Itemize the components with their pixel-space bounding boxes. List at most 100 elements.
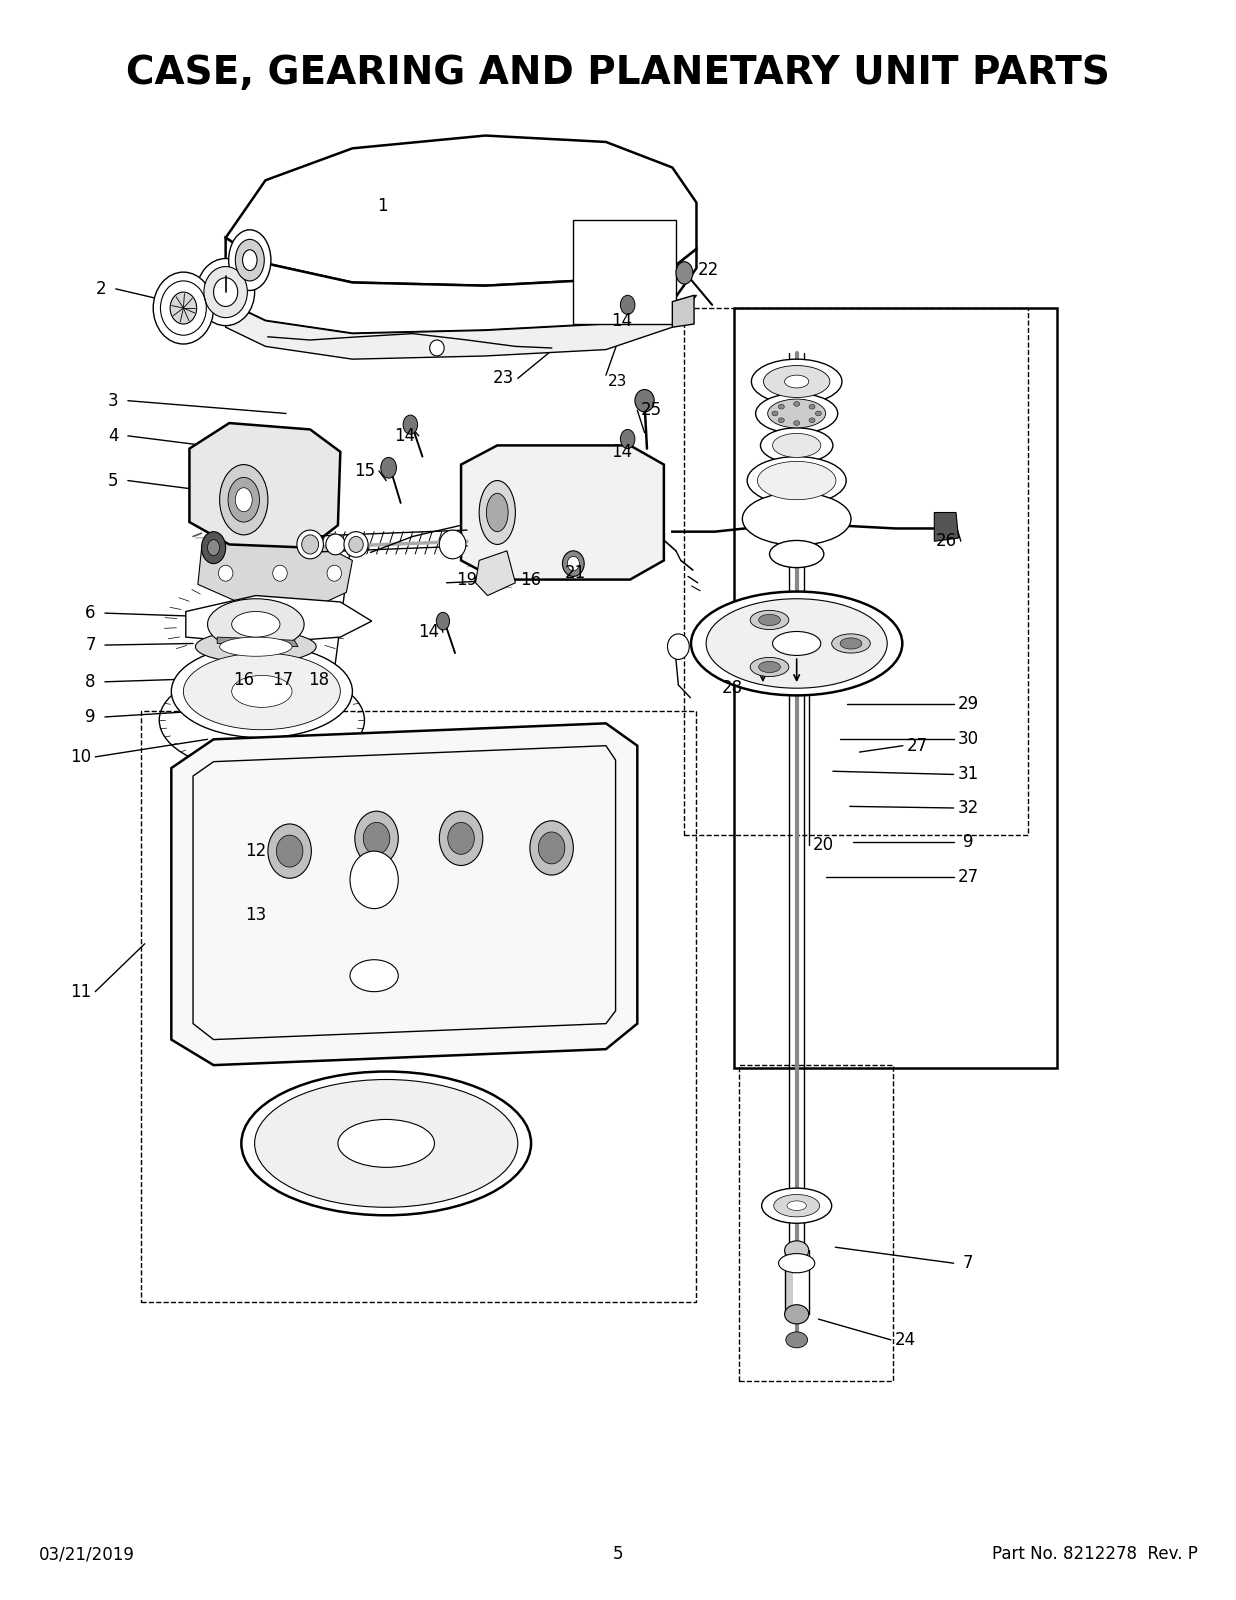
- Ellipse shape: [277, 835, 303, 867]
- Ellipse shape: [772, 632, 821, 656]
- Ellipse shape: [480, 480, 515, 544]
- Text: 7: 7: [85, 637, 95, 654]
- Text: 23: 23: [493, 370, 514, 387]
- Text: 7: 7: [963, 1254, 974, 1272]
- Ellipse shape: [439, 530, 466, 558]
- Text: 14: 14: [394, 427, 415, 445]
- Ellipse shape: [349, 536, 363, 552]
- Bar: [685, 309, 1028, 835]
- Text: 9: 9: [85, 707, 95, 726]
- Ellipse shape: [195, 630, 316, 662]
- Ellipse shape: [772, 411, 777, 416]
- Polygon shape: [189, 422, 340, 547]
- Bar: [739, 1066, 894, 1381]
- Ellipse shape: [770, 541, 824, 568]
- Text: 12: 12: [245, 842, 267, 861]
- Ellipse shape: [344, 531, 368, 557]
- Ellipse shape: [241, 1072, 531, 1216]
- Ellipse shape: [447, 822, 475, 854]
- Text: 03/21/2019: 03/21/2019: [38, 1546, 135, 1563]
- Ellipse shape: [759, 614, 780, 626]
- Text: 4: 4: [108, 427, 119, 445]
- Polygon shape: [185, 595, 372, 643]
- Ellipse shape: [772, 434, 821, 458]
- Ellipse shape: [785, 1304, 808, 1323]
- Ellipse shape: [229, 477, 260, 522]
- Ellipse shape: [242, 250, 257, 270]
- Ellipse shape: [751, 358, 842, 403]
- Ellipse shape: [539, 832, 565, 864]
- Text: 15: 15: [353, 462, 375, 480]
- Ellipse shape: [436, 613, 450, 630]
- Polygon shape: [172, 723, 638, 1066]
- Polygon shape: [934, 512, 958, 541]
- Polygon shape: [672, 296, 695, 328]
- Ellipse shape: [743, 493, 852, 546]
- Ellipse shape: [620, 429, 635, 448]
- Text: 16: 16: [234, 672, 255, 690]
- Ellipse shape: [779, 418, 785, 422]
- Ellipse shape: [328, 565, 341, 581]
- Text: 14: 14: [611, 312, 632, 330]
- Text: 31: 31: [958, 765, 979, 784]
- Bar: [574, 221, 676, 325]
- Ellipse shape: [785, 374, 808, 387]
- Ellipse shape: [759, 661, 780, 672]
- Ellipse shape: [761, 1189, 832, 1224]
- Text: 17: 17: [272, 672, 293, 690]
- Ellipse shape: [197, 259, 255, 326]
- Text: Part No. 8212278  Rev. P: Part No. 8212278 Rev. P: [991, 1546, 1198, 1563]
- Polygon shape: [226, 296, 696, 358]
- Ellipse shape: [787, 1202, 806, 1211]
- Ellipse shape: [768, 398, 826, 427]
- Ellipse shape: [220, 464, 268, 534]
- Ellipse shape: [201, 531, 226, 563]
- Text: 13: 13: [245, 906, 267, 925]
- Text: 27: 27: [958, 867, 979, 886]
- Ellipse shape: [667, 634, 690, 659]
- Bar: [141, 710, 696, 1301]
- Ellipse shape: [750, 610, 789, 629]
- Ellipse shape: [487, 493, 508, 531]
- Ellipse shape: [297, 530, 324, 558]
- Ellipse shape: [562, 550, 585, 576]
- Text: 5: 5: [613, 1546, 623, 1563]
- Ellipse shape: [204, 267, 247, 318]
- Ellipse shape: [785, 1242, 808, 1261]
- Text: 32: 32: [958, 798, 979, 818]
- Ellipse shape: [779, 1254, 815, 1272]
- Polygon shape: [198, 539, 352, 603]
- Bar: [734, 309, 1058, 1069]
- Ellipse shape: [235, 240, 265, 282]
- Polygon shape: [476, 550, 515, 595]
- Ellipse shape: [439, 811, 483, 866]
- Ellipse shape: [764, 365, 829, 397]
- Ellipse shape: [816, 411, 822, 416]
- Ellipse shape: [760, 427, 833, 462]
- Ellipse shape: [326, 534, 345, 555]
- Polygon shape: [226, 238, 696, 334]
- Text: 27: 27: [907, 736, 928, 755]
- Text: CASE, GEARING AND PLANETARY UNIT PARTS: CASE, GEARING AND PLANETARY UNIT PARTS: [126, 54, 1110, 93]
- Ellipse shape: [706, 598, 887, 688]
- Text: 9: 9: [963, 832, 974, 851]
- Ellipse shape: [810, 405, 815, 410]
- Ellipse shape: [755, 394, 838, 434]
- Ellipse shape: [758, 461, 836, 499]
- Polygon shape: [461, 445, 664, 579]
- Text: 29: 29: [958, 694, 979, 714]
- Ellipse shape: [273, 565, 287, 581]
- Ellipse shape: [235, 488, 252, 512]
- Text: 28: 28: [722, 678, 743, 698]
- Ellipse shape: [220, 637, 292, 656]
- Ellipse shape: [208, 539, 220, 555]
- Text: 18: 18: [308, 672, 329, 690]
- Polygon shape: [218, 637, 298, 646]
- Text: 8: 8: [85, 674, 95, 691]
- Ellipse shape: [208, 598, 304, 650]
- Ellipse shape: [355, 811, 398, 866]
- Ellipse shape: [183, 653, 340, 730]
- Ellipse shape: [302, 534, 319, 554]
- Ellipse shape: [676, 262, 693, 285]
- Ellipse shape: [810, 418, 815, 422]
